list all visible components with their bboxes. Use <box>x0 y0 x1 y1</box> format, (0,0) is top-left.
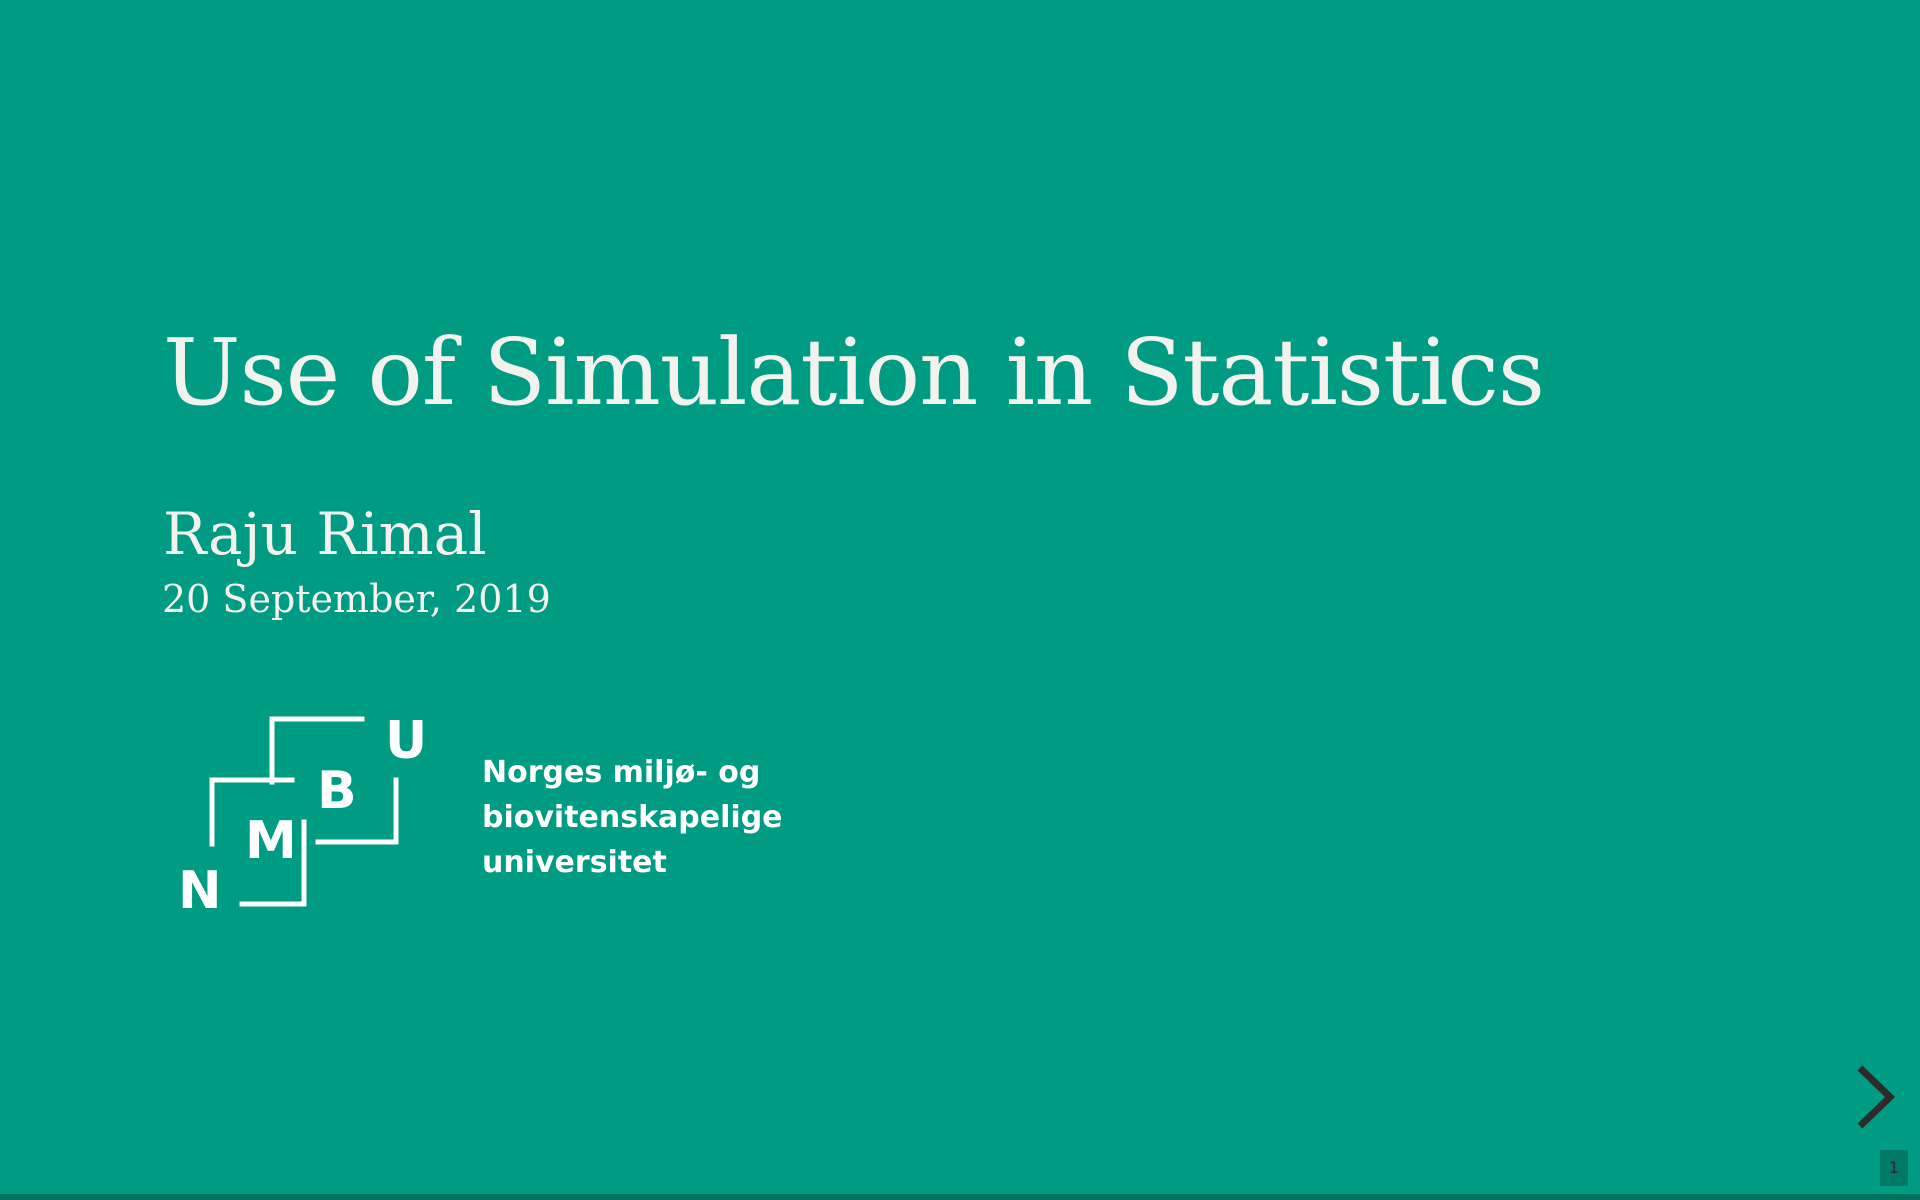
logo-letter-n: N <box>178 861 222 918</box>
logo-letter-m: M <box>245 811 297 871</box>
logo-line-2: biovitenskapelige <box>482 800 783 835</box>
slide-title: Use of Simulation in Statistics <box>163 319 1545 426</box>
nmbu-logo: N M B U Norges miljø- og biovitenskapeli… <box>172 708 783 918</box>
nmbu-logo-icon: N M B U <box>178 711 427 918</box>
logo-text: Norges miljø- og biovitenskapelige unive… <box>482 750 783 885</box>
logo-line-1: Norges miljø- og <box>482 755 761 790</box>
logo-letter-b: B <box>317 761 357 821</box>
next-slide-button[interactable] <box>1854 1064 1898 1130</box>
chevron-right-icon <box>1857 1065 1896 1129</box>
logo-line-3: universitet <box>482 845 667 880</box>
slide-date: 20 September, 2019 <box>162 577 551 621</box>
progress-bar <box>0 1194 1920 1200</box>
slide-author: Raju Rimal <box>163 500 487 568</box>
slide-number: 1 <box>1880 1150 1908 1186</box>
logo-letter-u: U <box>385 711 427 771</box>
